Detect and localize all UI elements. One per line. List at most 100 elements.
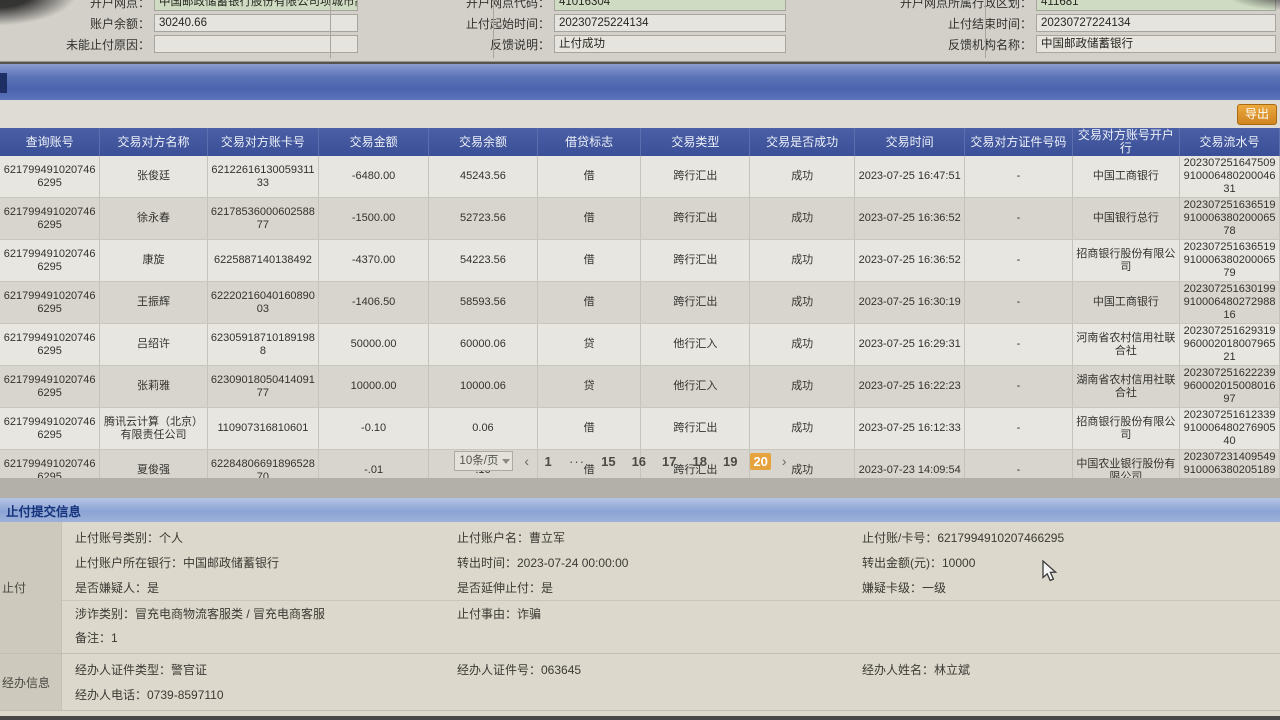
table-cell: 20230725163019991000648027298816 — [1179, 281, 1280, 324]
table-cell: 45243.56 — [428, 156, 538, 198]
table-cell: 腾讯云计算（北京）有限责任公司 — [99, 407, 208, 450]
table-cell: 张俊廷 — [99, 156, 208, 198]
table-cell: 50000.00 — [318, 323, 430, 366]
table-cell: 6217994910207466295 — [0, 365, 101, 408]
info-field: 经办人姓名：林立斌 — [862, 663, 971, 677]
group-label: 止付 — [0, 522, 62, 653]
info-field: 止付事由：诈骗 — [457, 606, 542, 621]
table-cell: 2023-07-25 16:36:52 — [854, 239, 966, 282]
table-cell: 6217994910207466295 — [0, 281, 101, 324]
field-label: 开户网点： — [89, 0, 150, 10]
page-button[interactable]: 20 — [750, 452, 771, 470]
table-cell: 成功 — [749, 365, 856, 408]
column-header[interactable]: 交易金额 — [318, 128, 430, 156]
pagination: 10条/页 ‹ 1 ··· 15 16 17 18 19 20 › — [0, 448, 1262, 474]
chevron-down-icon — [502, 459, 511, 464]
field-value[interactable] — [154, 35, 358, 53]
table-cell: 20230725163651991000638020006579 — [1179, 239, 1280, 282]
column-header[interactable]: 交易时间 — [854, 128, 966, 156]
info-field: 经办人电话：0739-8597110 — [75, 688, 224, 702]
table-row[interactable]: 6217994910207466295 腾讯云计算（北京）有限责任公司 110907… — [0, 407, 1280, 450]
column-header[interactable]: 交易余额 — [428, 128, 538, 156]
info-field: 经办人证件号：063645 — [457, 663, 582, 677]
table-header-row: 查询账号 交易对方名称 交易对方账卡号 交易金额 交易余额 借贷标志 交易类型 交易是否成功交… — [0, 128, 1280, 156]
table-row[interactable]: 6217994910207466295 康旋 6225887140138492 -43… — [0, 239, 1280, 282]
page-button[interactable]: 18 — [692, 453, 707, 469]
page-button[interactable]: 1 — [544, 453, 552, 469]
info-field: 经办人证件类型：警官证 — [75, 663, 208, 677]
page-button[interactable]: 15 — [601, 453, 616, 469]
table-cell: 借 — [537, 281, 642, 324]
page-button[interactable]: 16 — [631, 453, 647, 469]
stop-payment-feedback-form: 开户网点： 中国邮政储蓄银行股份有限公司项城市高寺... 开户网点代码： 410163… — [0, 0, 1280, 62]
table-cell: 跨行汇出 — [640, 197, 751, 240]
table-cell: 他行汇入 — [640, 365, 751, 408]
table-cell: - — [964, 407, 1073, 450]
column-header[interactable]: 查询账号 — [0, 128, 101, 156]
column-header[interactable]: 交易是否成功 — [749, 128, 856, 156]
column-header[interactable]: 交易对方账卡号 — [207, 128, 320, 156]
table-cell: 跨行汇出 — [640, 156, 751, 198]
table-cell: 贷 — [537, 323, 642, 366]
column-header[interactable]: 交易对方账号开户行 — [1072, 128, 1181, 156]
field-value[interactable]: 止付成功 — [554, 35, 786, 53]
field-label: 止付结束时间： — [947, 16, 1032, 31]
table-cell: -6480.00 — [318, 156, 430, 198]
table-cell: 成功 — [749, 239, 856, 282]
group-content: 止付账号类别：个人 止付账户名：曹立军 止付账/卡号：621799491020746… — [62, 522, 1280, 653]
screen-edge — [0, 716, 1280, 720]
column-header[interactable]: 借贷标志 — [537, 128, 642, 156]
form-divider — [985, 0, 986, 58]
page-size-select[interactable]: 10条/页 — [454, 451, 514, 471]
table-cell: 10000.00 — [318, 365, 430, 408]
page-button[interactable]: 19 — [722, 453, 738, 469]
table-cell: 跨行汇出 — [640, 407, 751, 450]
table-cell: 6225887140138492 — [207, 239, 320, 282]
prev-page-button[interactable]: ‹ — [524, 453, 530, 469]
field-label: 开户网点代码： — [465, 0, 550, 10]
info-field: 止付账/卡号：6217994910207466295 — [862, 531, 1065, 545]
table-cell: - — [964, 197, 1073, 240]
form-divider — [330, 0, 331, 58]
info-field: 备注：1 — [75, 631, 118, 645]
field-value[interactable]: 20230727224134 — [1036, 14, 1276, 32]
export-button[interactable]: 导出 — [1236, 104, 1277, 125]
table-row[interactable]: 6217994910207466295 张莉雅 623090180504140917… — [0, 365, 1280, 408]
table-cell: 10000.06 — [428, 365, 538, 408]
page-button[interactable]: 17 — [662, 453, 677, 469]
field-label: 未能止付原因： — [65, 37, 150, 52]
table-cell: 6212261613005931133 — [207, 156, 320, 198]
table-row[interactable]: 6217994910207466295 张俊廷 621226161300593113… — [0, 156, 1280, 198]
group-label: 经办信息 — [0, 654, 62, 710]
table-cell: 6217994910207466295 — [0, 407, 101, 450]
page-ellipsis: ··· — [569, 453, 586, 469]
section-separator — [0, 478, 1280, 498]
field-value[interactable]: 中国邮政储蓄银行股份有限公司项城市高寺... — [154, 0, 358, 11]
column-header[interactable]: 交易对方名称 — [99, 128, 208, 156]
table-cell: 成功 — [749, 197, 856, 240]
table-row[interactable]: 6217994910207466295 徐永春 621785360006025887… — [0, 197, 1280, 240]
submit-info-header: 止付提交信息 — [0, 498, 1280, 522]
table-cell: 跨行汇出 — [640, 239, 751, 282]
table-cell: 湖南省农村信用社联合社 — [1072, 365, 1181, 408]
field-value[interactable]: 30240.66 — [154, 14, 358, 32]
table-cell: 中国工商银行 — [1072, 281, 1181, 324]
table-cell: 60000.06 — [428, 323, 538, 366]
next-page-button[interactable]: › — [781, 453, 787, 469]
table-cell: - — [964, 156, 1073, 198]
field-value[interactable]: 41016304 — [554, 0, 786, 11]
column-header[interactable]: 交易对方证件号码 — [964, 128, 1073, 156]
field-value[interactable]: 411681 — [1036, 0, 1276, 11]
table-cell: 中国工商银行 — [1072, 156, 1181, 198]
field-value[interactable]: 中国邮政储蓄银行 — [1036, 35, 1276, 53]
table-cell: - — [964, 365, 1073, 408]
column-header[interactable]: 交易流水号 — [1179, 128, 1280, 156]
table-row[interactable]: 6217994910207466295 王振辉 622202160401608900… — [0, 281, 1280, 324]
field-value[interactable]: 20230725224134 — [554, 14, 786, 32]
collapse-tab[interactable] — [0, 73, 7, 93]
column-header[interactable]: 交易类型 — [640, 128, 751, 156]
table-cell: 成功 — [749, 407, 856, 450]
info-field: 是否延伸止付：是 — [457, 581, 554, 595]
table-row[interactable]: 6217994910207466295 吕绍许 623059187101891988… — [0, 323, 1280, 366]
table-cell: 2023-07-25 16:36:52 — [854, 197, 966, 240]
